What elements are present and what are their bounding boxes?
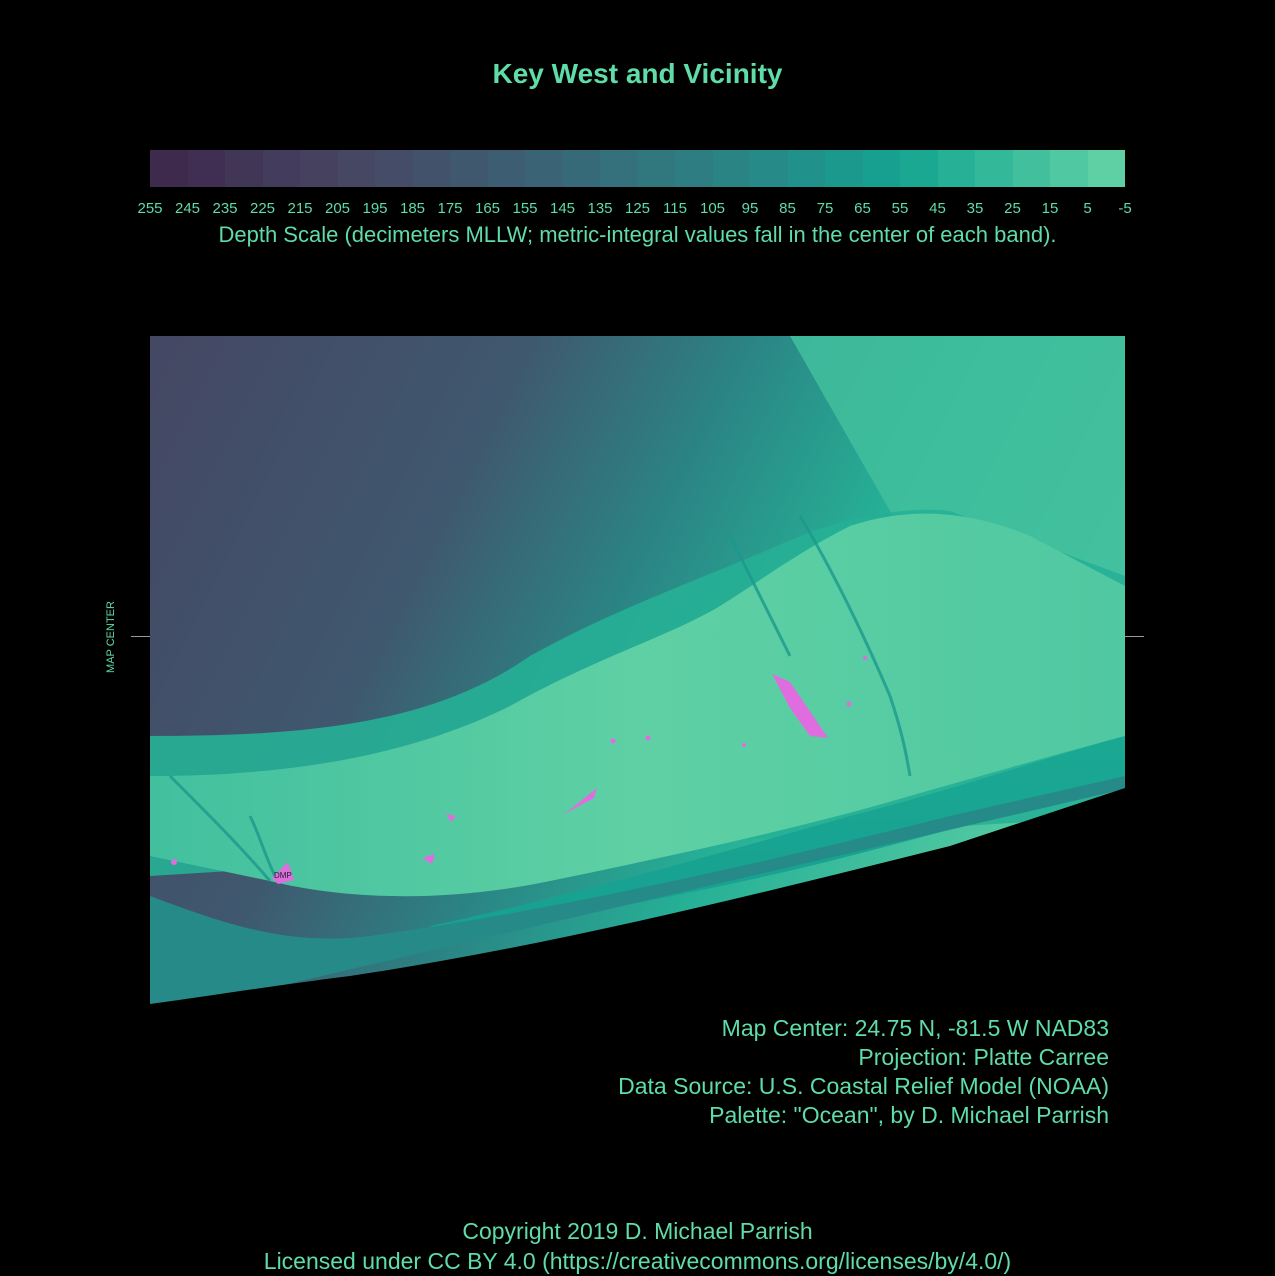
map-info: Map Center: 24.75 N, -81.5 W NAD83 Proje… xyxy=(618,1014,1109,1130)
depth-scale-label: 55 xyxy=(891,200,909,217)
nearshore-channel xyxy=(430,736,1125,936)
depth-scale-band xyxy=(525,150,563,187)
depth-scale-band xyxy=(787,150,825,187)
depth-scale-label: 175 xyxy=(437,200,463,217)
depth-scale-band xyxy=(562,150,600,187)
palette-text: Palette: "Ocean", by D. Michael Parrish xyxy=(709,1102,1109,1128)
depth-scale-band xyxy=(262,150,300,187)
depth-scale-band xyxy=(187,150,225,187)
map-center-text: Map Center: 24.75 N, -81.5 W NAD83 xyxy=(721,1015,1109,1041)
depth-scale-label: 35 xyxy=(966,200,984,217)
depth-scale-label: 195 xyxy=(362,200,388,217)
depth-scale-label: 25 xyxy=(1004,200,1021,217)
reef-channels xyxy=(168,515,912,882)
depth-scale-band xyxy=(150,150,188,187)
depth-scale-label: 215 xyxy=(287,200,313,217)
depth-scale-label: 5 xyxy=(1083,200,1092,217)
outer-reef-edge xyxy=(150,776,1125,1016)
depth-scale-label: 15 xyxy=(1041,200,1059,217)
depth-scale-caption: Depth Scale (decimeters MLLW; metric-int… xyxy=(218,222,1057,247)
depth-scale-band xyxy=(825,150,863,187)
copyright-text: Copyright 2019 D. Michael Parrish xyxy=(462,1218,813,1244)
depth-scale-band xyxy=(450,150,488,187)
depth-scale-label: 155 xyxy=(512,200,538,217)
bathymetry-map: DMP xyxy=(150,336,1125,1016)
depth-scale-label: 85 xyxy=(779,200,796,217)
depth-scale-label: 75 xyxy=(816,200,834,217)
license-text: Licensed under CC BY 4.0 (https://creati… xyxy=(263,1248,1012,1274)
depth-scale-label: 135 xyxy=(587,200,613,217)
map-center-label: MAP CENTER xyxy=(105,601,117,673)
depth-scale-band xyxy=(637,150,675,187)
depth-scale-label: 105 xyxy=(699,200,726,217)
depth-scale-band xyxy=(600,150,638,187)
depth-scale-label: 225 xyxy=(249,200,276,217)
depth-scale-labels: 255 245 235 225 215 205 195 185 175 165 155 145 135 1… xyxy=(131,200,1143,220)
depth-scale-band xyxy=(975,150,1013,187)
map-center-tick-left xyxy=(131,636,150,637)
footer: Copyright 2019 D. Michael Parrish Licens… xyxy=(0,1216,1275,1276)
depth-scale-label: 165 xyxy=(474,200,501,217)
depth-scale-band xyxy=(900,150,938,187)
depth-scale-label: 185 xyxy=(399,200,426,217)
depth-scale-label: 125 xyxy=(624,200,651,217)
map-center-tick-right xyxy=(1125,636,1144,637)
depth-scale-band xyxy=(1050,150,1088,187)
depth-scale-band xyxy=(487,150,525,187)
depth-scale-label: 95 xyxy=(741,200,759,217)
depth-scale-band xyxy=(862,150,900,187)
depth-scale-band xyxy=(675,150,713,187)
depth-scale-label: 235 xyxy=(212,200,238,217)
map-title: Key West and Vicinity xyxy=(492,58,783,89)
depth-scale-band xyxy=(300,150,338,187)
depth-scale-band xyxy=(937,150,975,187)
projection-text: Projection: Platte Carree xyxy=(858,1044,1109,1070)
depth-scale-bar xyxy=(150,150,1125,187)
depth-scale-band xyxy=(337,150,375,187)
depth-scale-band xyxy=(225,150,263,187)
depth-scale-label: 115 xyxy=(663,200,687,217)
depth-scale-label: 45 xyxy=(929,200,946,217)
marker-label: DMP xyxy=(274,871,292,880)
data-source-text: Data Source: U.S. Coastal Relief Model (… xyxy=(618,1073,1109,1099)
depth-scale-band xyxy=(1012,150,1050,187)
depth-scale-band xyxy=(375,150,413,187)
depth-scale-label: 65 xyxy=(854,200,871,217)
depth-scale-band xyxy=(712,150,750,187)
depth-scale-label: 145 xyxy=(549,200,576,217)
depth-scale-label: 205 xyxy=(324,200,351,217)
depth-scale-label: -5 xyxy=(1118,200,1132,217)
depth-scale-band xyxy=(412,150,450,187)
depth-scale-band xyxy=(1087,150,1125,187)
land-areas xyxy=(171,656,867,884)
depth-scale-band xyxy=(750,150,788,187)
out-of-range-region xyxy=(150,788,1125,1016)
depth-scale-label: 255 xyxy=(137,200,163,217)
depth-scale-label: 245 xyxy=(174,200,201,217)
reef-flat-region xyxy=(150,513,1125,897)
